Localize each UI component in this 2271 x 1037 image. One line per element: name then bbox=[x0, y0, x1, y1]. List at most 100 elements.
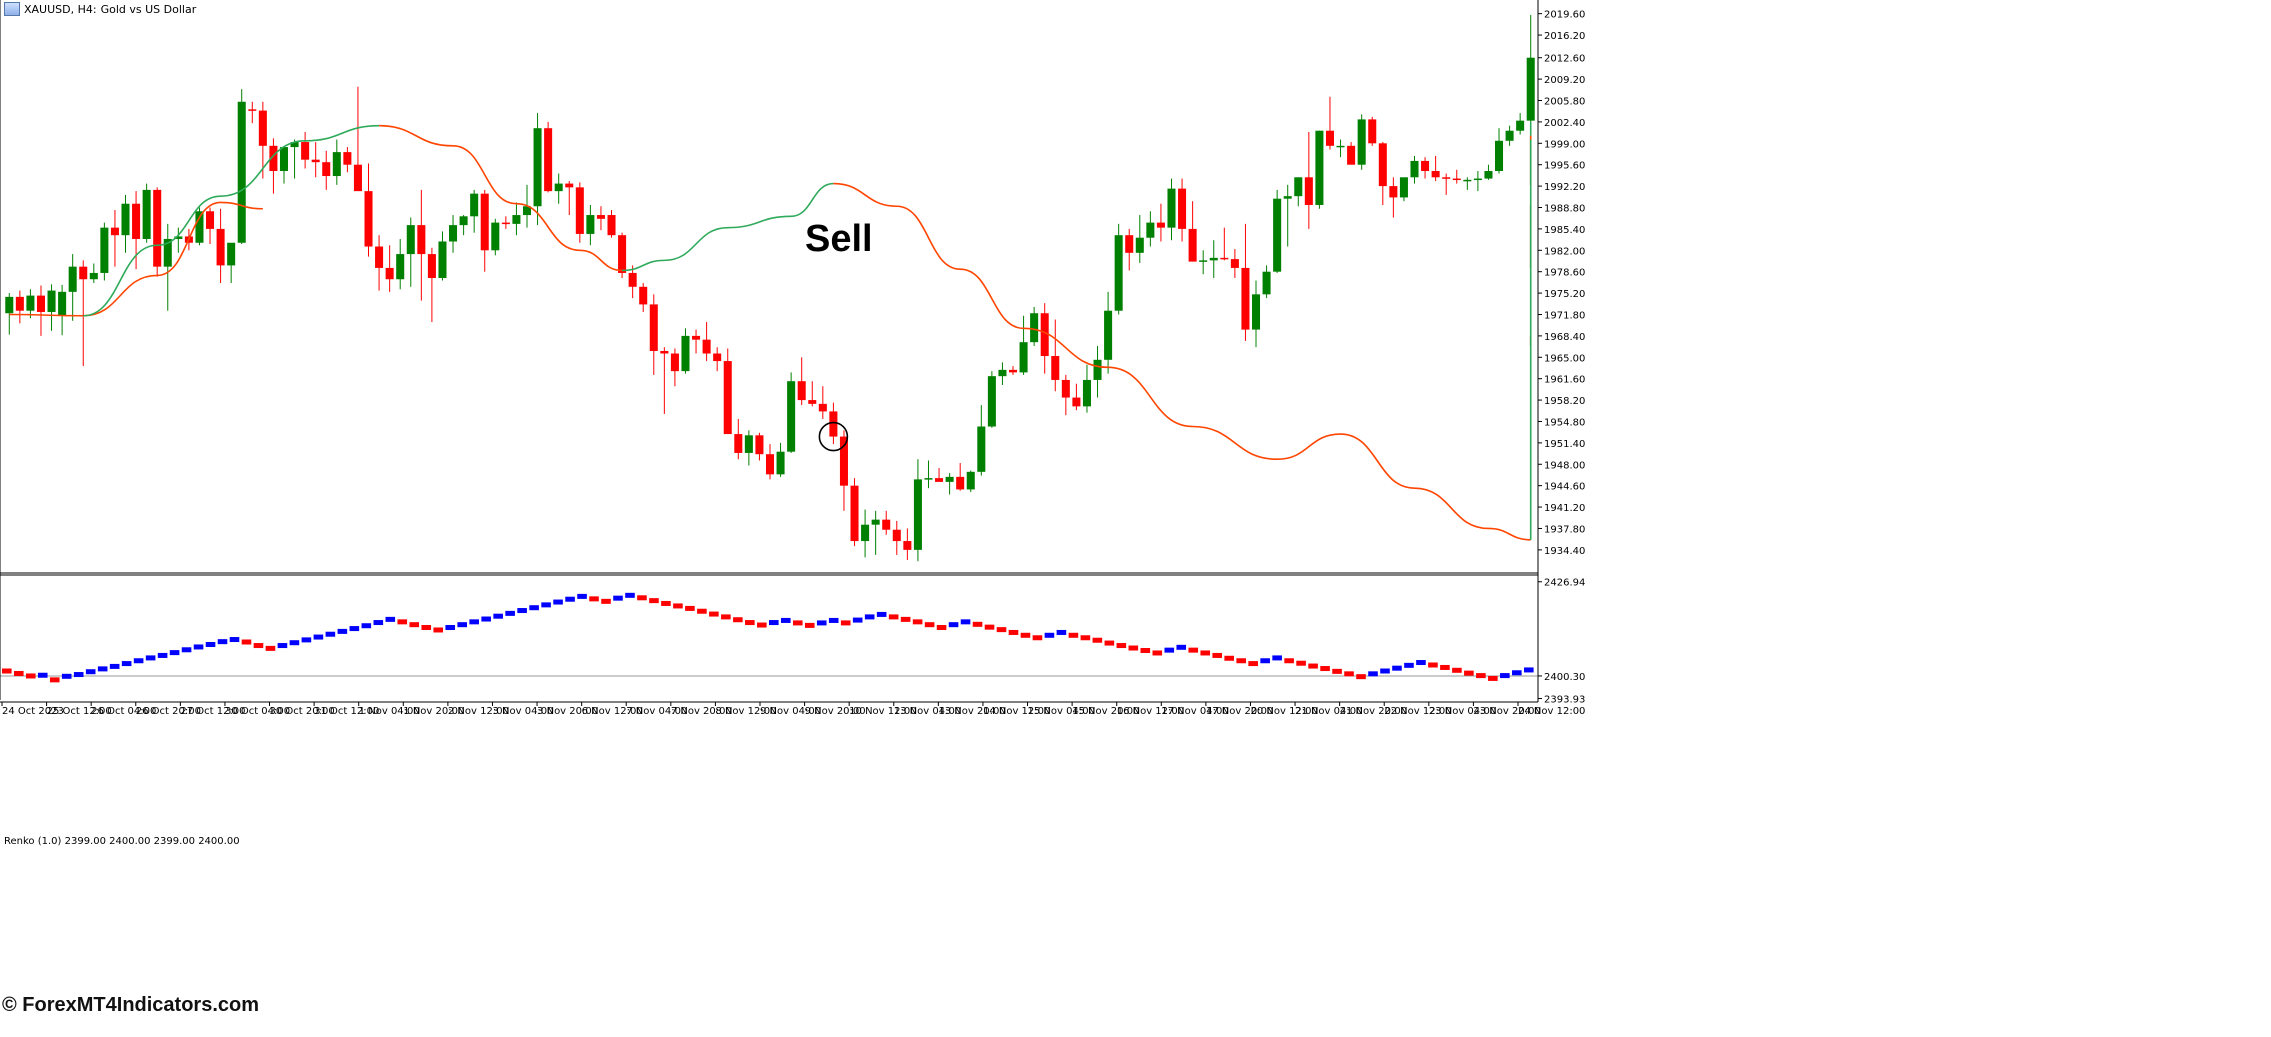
time-tick-label: 2 Nov 12:00 bbox=[448, 706, 509, 717]
candle-body bbox=[100, 227, 109, 273]
candle bbox=[850, 478, 859, 547]
renko-brick bbox=[1524, 667, 1534, 673]
renko-brick bbox=[924, 622, 935, 628]
moving-average-line bbox=[833, 182, 1531, 541]
renko-brick bbox=[960, 619, 971, 625]
candle-body bbox=[861, 524, 870, 542]
renko-brick bbox=[1404, 662, 1414, 668]
renko-brick bbox=[1296, 660, 1306, 666]
candle bbox=[258, 101, 267, 179]
renko-brick bbox=[1176, 644, 1187, 650]
candle-body bbox=[787, 381, 796, 452]
candle bbox=[290, 139, 299, 179]
candle bbox=[110, 210, 119, 267]
renko-brick bbox=[697, 608, 707, 614]
price-tick-label: 2002.40 bbox=[1544, 118, 1585, 129]
candle-body bbox=[998, 369, 1007, 377]
candle bbox=[396, 238, 405, 290]
candle-body bbox=[501, 222, 510, 225]
candle-body bbox=[776, 451, 785, 475]
candle bbox=[427, 247, 436, 323]
candle bbox=[1209, 240, 1218, 278]
renko-brick bbox=[1368, 671, 1378, 677]
renko-tick-label: 2393.93 bbox=[1544, 694, 1585, 705]
candle-body bbox=[1199, 260, 1208, 262]
candle-body bbox=[935, 478, 944, 482]
renko-brick bbox=[109, 663, 120, 669]
candle-body bbox=[269, 145, 278, 171]
renko-brick bbox=[529, 605, 539, 611]
candle-body bbox=[110, 227, 119, 236]
renko-brick bbox=[804, 622, 815, 628]
price-tick-label: 1958.20 bbox=[1544, 396, 1585, 407]
candle bbox=[787, 372, 796, 453]
renko-brick bbox=[816, 620, 827, 626]
candle bbox=[385, 245, 394, 292]
renko-brick bbox=[828, 617, 839, 623]
price-tick-label: 2016.20 bbox=[1544, 31, 1585, 42]
renko-subwindow-plot[interactable] bbox=[0, 592, 1538, 683]
renko-brick bbox=[1140, 647, 1151, 653]
candle-body bbox=[649, 304, 658, 351]
candle bbox=[1220, 227, 1229, 261]
candle bbox=[68, 254, 77, 321]
candle bbox=[1135, 215, 1144, 263]
candle bbox=[871, 510, 880, 555]
candle bbox=[206, 207, 215, 245]
renko-brick bbox=[792, 620, 803, 626]
renko-brick bbox=[1416, 660, 1426, 666]
candle-body bbox=[882, 519, 891, 530]
time-tick-label: 8 Nov 12:00 bbox=[715, 706, 776, 717]
renko-brick bbox=[97, 666, 108, 672]
candle bbox=[1505, 125, 1514, 146]
candle bbox=[966, 470, 975, 492]
candle-body bbox=[385, 267, 394, 280]
candle-body bbox=[142, 189, 151, 239]
candle bbox=[1093, 345, 1102, 398]
candle bbox=[1421, 157, 1430, 179]
candle-body bbox=[459, 216, 468, 226]
time-tick-label: 6 Nov 12:00 bbox=[582, 706, 643, 717]
renko-brick bbox=[565, 596, 575, 602]
candle bbox=[998, 362, 1007, 385]
renko-brick bbox=[673, 603, 683, 609]
candle bbox=[417, 189, 426, 301]
price-tick-label: 1941.20 bbox=[1544, 503, 1585, 514]
renko-brick bbox=[1428, 662, 1438, 668]
candle bbox=[332, 139, 341, 185]
renko-brick bbox=[1056, 629, 1067, 635]
time-tick-label: 3 Nov 20:00 bbox=[537, 706, 598, 717]
candle-body bbox=[1463, 179, 1472, 182]
candle bbox=[322, 150, 331, 190]
renko-brick bbox=[433, 627, 444, 633]
candle bbox=[1156, 203, 1165, 242]
renko-brick bbox=[1164, 647, 1175, 653]
renko-brick bbox=[1152, 650, 1163, 656]
renko-brick bbox=[936, 625, 947, 631]
candle-body bbox=[1030, 313, 1039, 343]
renko-brick bbox=[385, 616, 396, 622]
renko-brick bbox=[613, 595, 623, 601]
renko-brick bbox=[1080, 635, 1091, 641]
candle bbox=[818, 386, 827, 419]
watermark: © ForexMT4Indicators.com bbox=[2, 994, 260, 1016]
candle bbox=[1072, 383, 1081, 411]
candle-body bbox=[36, 295, 45, 312]
candle-body bbox=[1051, 356, 1060, 380]
candle bbox=[1304, 131, 1313, 229]
renko-brick bbox=[1488, 675, 1498, 681]
candle-body bbox=[913, 479, 922, 550]
renko-brick bbox=[241, 639, 252, 645]
renko-brick bbox=[661, 600, 671, 606]
renko-brick bbox=[769, 620, 779, 626]
candle-body bbox=[248, 109, 257, 111]
candle bbox=[1368, 116, 1377, 146]
candle-body bbox=[1336, 145, 1345, 148]
main-price-plot[interactable] bbox=[5, 14, 1535, 562]
time-tick-label: 1 Nov 20:00 bbox=[403, 706, 464, 717]
candle-body bbox=[1473, 178, 1482, 181]
candle bbox=[544, 121, 553, 193]
renko-brick bbox=[505, 610, 515, 616]
renko-brick bbox=[1212, 652, 1223, 658]
